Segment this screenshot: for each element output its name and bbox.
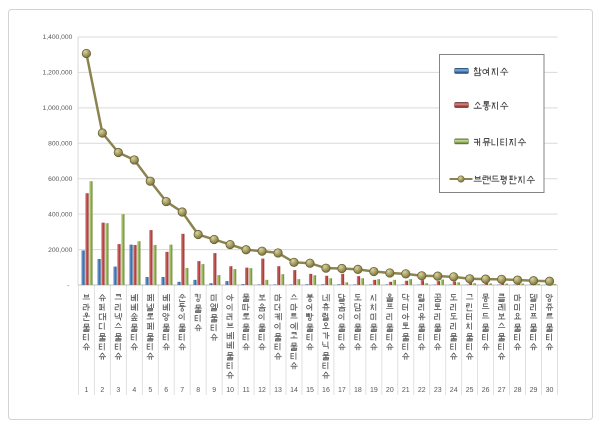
svg-text:6: 6 bbox=[164, 387, 168, 394]
svg-text:1,200,000: 1,200,000 bbox=[43, 70, 73, 77]
svg-text:200,000: 200,000 bbox=[48, 247, 72, 254]
svg-text:11: 11 bbox=[242, 387, 249, 394]
svg-text:10: 10 bbox=[226, 387, 234, 394]
svg-text:400,000: 400,000 bbox=[48, 211, 72, 218]
svg-text:7: 7 bbox=[180, 387, 184, 394]
svg-text:24: 24 bbox=[450, 387, 458, 394]
svg-text:1,400,000: 1,400,000 bbox=[43, 34, 73, 41]
svg-text:27: 27 bbox=[498, 387, 506, 394]
svg-text:600,000: 600,000 bbox=[48, 176, 72, 183]
svg-text:23: 23 bbox=[434, 387, 442, 394]
svg-text:22: 22 bbox=[418, 387, 426, 394]
svg-text:800,000: 800,000 bbox=[48, 140, 72, 147]
svg-text:8: 8 bbox=[196, 387, 200, 394]
svg-text:12: 12 bbox=[258, 387, 266, 394]
svg-text:14: 14 bbox=[290, 387, 298, 394]
svg-text:-: - bbox=[67, 282, 69, 289]
svg-text:9: 9 bbox=[212, 387, 216, 394]
svg-text:5: 5 bbox=[148, 387, 152, 394]
svg-text:15: 15 bbox=[306, 387, 314, 394]
svg-text:29: 29 bbox=[530, 387, 538, 394]
svg-text:18: 18 bbox=[354, 387, 362, 394]
svg-text:2: 2 bbox=[100, 387, 104, 394]
svg-text:20: 20 bbox=[386, 387, 394, 394]
svg-text:19: 19 bbox=[370, 387, 378, 394]
svg-text:4: 4 bbox=[132, 387, 136, 394]
svg-text:13: 13 bbox=[274, 387, 282, 394]
svg-text:17: 17 bbox=[338, 387, 346, 394]
svg-text:16: 16 bbox=[322, 387, 330, 394]
svg-text:3: 3 bbox=[116, 387, 120, 394]
svg-text:30: 30 bbox=[546, 387, 554, 394]
svg-text:25: 25 bbox=[466, 387, 474, 394]
svg-text:21: 21 bbox=[402, 387, 410, 394]
svg-text:1: 1 bbox=[84, 387, 88, 394]
svg-text:1,000,000: 1,000,000 bbox=[43, 105, 73, 112]
svg-text:28: 28 bbox=[514, 387, 522, 394]
svg-text:26: 26 bbox=[482, 387, 490, 394]
